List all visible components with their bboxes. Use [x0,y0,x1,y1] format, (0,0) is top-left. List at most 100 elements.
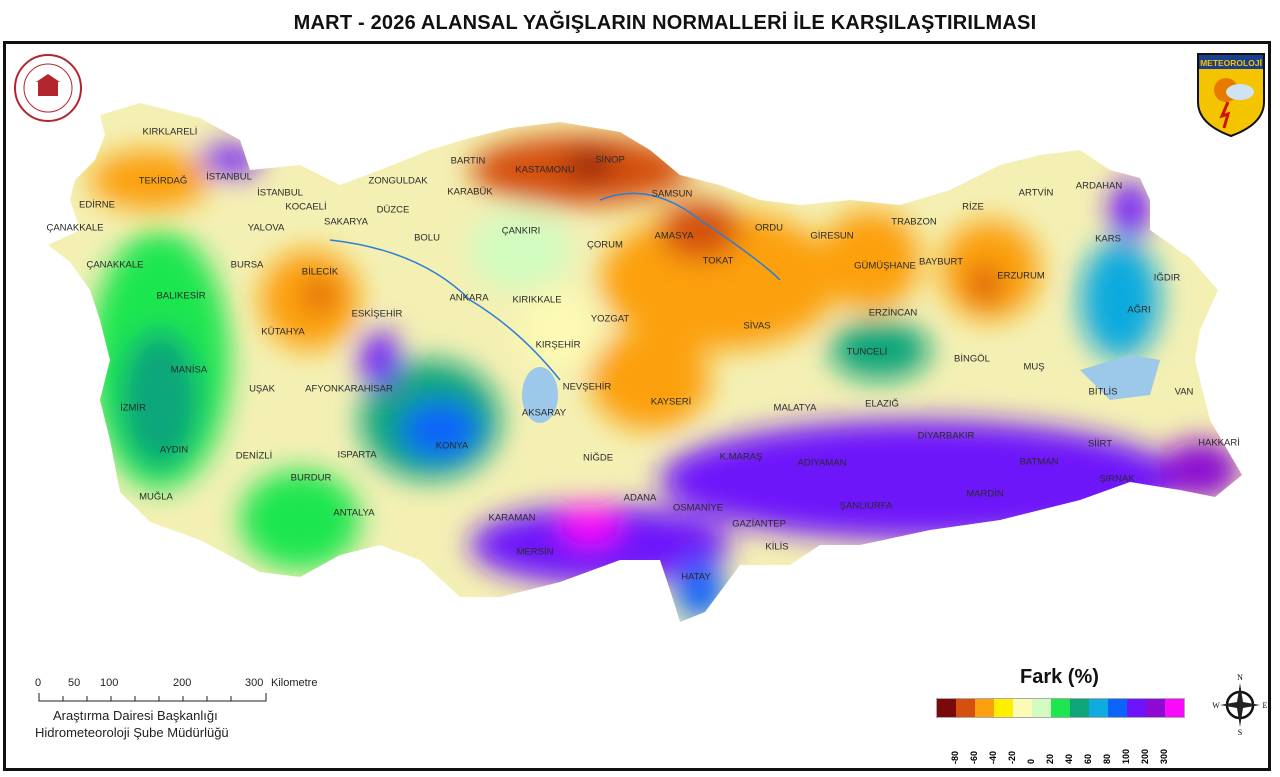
scale-label: 0 [35,677,42,689]
legend-swatch [1089,699,1108,717]
city-label: KASTAMONU [515,164,575,176]
city-label: HATAY [681,571,711,583]
credit-branch: Hidrometeoroloji Şube Müdürlüğü [35,725,229,740]
city-label: SAMSUN [651,188,693,200]
city-label: SİNOP [595,154,625,166]
legend-tick-label: 300 [1159,748,1169,764]
city-label: ANKARA [449,292,489,304]
city-label: SİİRT [1087,438,1113,450]
city-label: MUĞLA [139,491,173,503]
scale-unit: Kilometre [271,677,318,689]
legend-tick-label: -60 [969,750,979,764]
city-label: MUŞ [1023,361,1045,373]
city-label: BOLU [414,232,440,244]
city-label: GÜMÜŞHANE [854,260,916,272]
city-label: KAYSERİ [650,396,692,408]
city-label: KIRIKKALE [512,294,562,306]
city-label: ÇANAKKALE [46,222,104,234]
city-label: SAKARYA [323,216,369,228]
svg-text:W: W [1212,701,1220,710]
city-label: AFYONKARAHİSAR [305,383,393,395]
city-label: ERZİNCAN [868,307,918,319]
city-label: UŞAK [249,383,275,395]
city-label: KONYA [435,440,469,452]
legend-swatch [1108,699,1127,717]
legend-tick-label: 0 [1026,758,1036,764]
city-label: İSTANBUL [257,187,303,199]
compass-rose-icon: N S W E [1212,673,1268,736]
city-label: DENİZLİ [235,450,273,462]
legend-tick-label: 100 [1121,748,1131,764]
scale-label: 200 [173,677,192,689]
city-label: MALATYA [773,402,817,414]
city-label: KOCAELİ [285,201,327,213]
city-label: EDİRNE [79,199,115,211]
city-label: ŞIRNAK [1099,473,1135,485]
city-label: BAYBURT [919,256,963,268]
city-label: KÜTAHYA [261,326,305,338]
legend-tick-label: -40 [988,750,998,764]
city-label: BURSA [230,259,264,271]
ministry-seal-logo [14,54,82,122]
city-label: BİLECİK [301,266,339,278]
city-label: NİĞDE [582,452,614,464]
city-label: HAKKARİ [1198,437,1240,449]
legend-tick-label: -80 [950,750,960,764]
map-frame [3,41,1271,771]
city-label: K.MARAŞ [719,451,763,463]
logo-text: METEOROLOJİ [1200,58,1262,68]
city-label: BİNGÖL [954,353,990,365]
city-label: ERZURUM [997,270,1045,282]
city-label: ORDU [755,222,783,234]
svg-text:N: N [1237,673,1243,682]
city-label: TRABZON [891,216,937,228]
city-label: KARAMAN [488,512,536,524]
city-label: VAN [1174,386,1194,398]
legend-tick-label: 20 [1045,753,1055,764]
city-label: KİLİS [765,541,789,553]
city-label: ADIYAMAN [797,457,847,469]
city-label: ARDAHAN [1075,180,1123,192]
map-title: MART - 2026 ALANSAL YAĞIŞLARIN NORMALLER… [293,12,1037,34]
city-label: AYDIN [159,444,189,456]
city-label: AĞRI [1127,304,1151,316]
city-label: BURDUR [290,472,332,484]
legend-tick-label: 200 [1140,748,1150,764]
city-label: KIRKLARELİ [142,126,198,138]
legend-tick-label: 40 [1064,753,1074,764]
legend-swatch [994,699,1013,717]
city-label: İZMİR [120,402,146,414]
svg-text:S: S [1238,728,1242,736]
city-label: MANİSA [170,364,208,376]
city-label: NEVŞEHİR [562,381,612,393]
city-label: SİVAS [743,320,771,332]
city-label: RİZE [962,201,984,213]
city-label: MERSİN [516,546,554,558]
legend-swatch [1032,699,1051,717]
scale-label: 300 [245,677,264,689]
city-label: YOZGAT [590,313,630,325]
city-label: BARTIN [450,155,486,167]
city-label: GİRESUN [810,230,854,242]
city-label: TOKAT [702,255,734,267]
legend-tick-label: 60 [1083,753,1093,764]
city-label: BATMAN [1019,456,1059,468]
city-label: TUNCELİ [846,346,888,358]
city-label: ADANA [623,492,657,504]
svg-text:E: E [1263,701,1268,710]
city-label: KARS [1095,233,1121,245]
scale-label: 50 [68,677,81,689]
city-label: MARDİN [966,488,1004,500]
meteoroloji-logo: METEOROLOJİ [1197,53,1265,138]
city-label: YALOVA [247,222,285,234]
city-label: OSMANİYE [672,502,724,514]
legend-tick-label: -20 [1007,750,1017,764]
legend-swatch [1165,699,1184,717]
legend-tick-label: 80 [1102,753,1112,764]
city-label: AMASYA [654,230,694,242]
legend-swatch [1127,699,1146,717]
legend-swatch [1051,699,1070,717]
legend-title: Fark (%) [1020,666,1099,688]
city-label: ŞANLIURFA [839,500,893,512]
